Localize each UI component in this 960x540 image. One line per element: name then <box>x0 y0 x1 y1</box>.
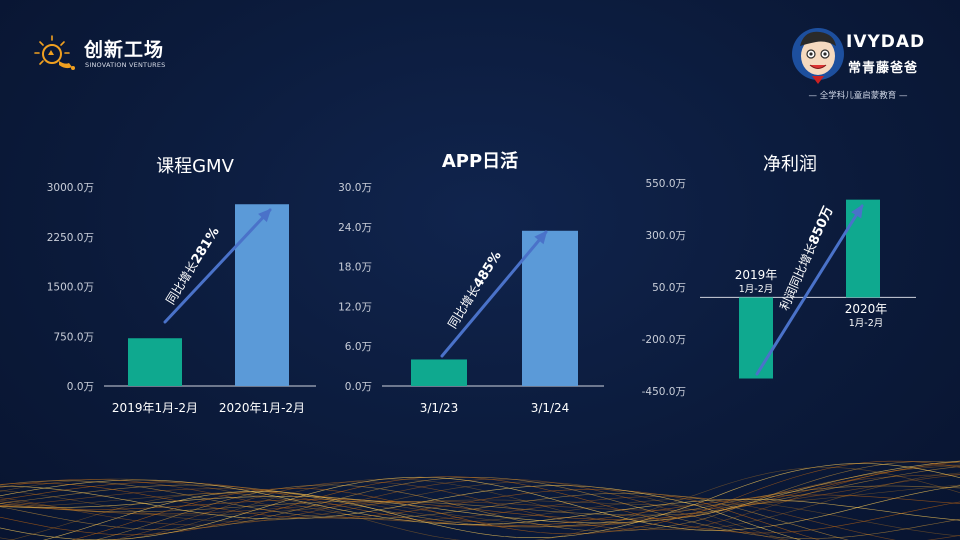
brand-name-en: IVYDAD <box>846 32 926 52</box>
bar-1 <box>411 359 467 386</box>
wave-line <box>0 474 960 515</box>
wave-line <box>0 482 821 540</box>
brand-tagline: — 全学科儿童启蒙教育 — <box>808 91 908 101</box>
x-category-label: 2020年1月-2月 <box>219 401 305 415</box>
chart-1-title: 课程GMV <box>156 156 234 177</box>
y-tick-label: 30.0万 <box>338 182 372 194</box>
y-tick-label: 6.0万 <box>345 341 372 353</box>
x-category-label: 1月-2月 <box>739 284 774 295</box>
wave-line <box>9 467 960 540</box>
wave-line <box>94 461 960 540</box>
growth-arrow-head <box>258 208 272 223</box>
growth-annotation: 同比增长281% <box>163 225 222 308</box>
growth-annotation-text: 同比增长 <box>445 283 482 331</box>
y-tick-label: 750.0万 <box>53 331 94 343</box>
x-category-label: 2019年1月-2月 <box>112 401 198 415</box>
y-tick-label: 50.0万 <box>652 282 686 294</box>
y-tick-label: 0.0万 <box>345 381 372 393</box>
chart-1: 0.0万 750.0万 1500.0万 2250.0万 3000.0万 2019年1月-2… <box>47 182 316 415</box>
x-category-label: 3/1/24 <box>531 401 570 415</box>
wave-line <box>0 484 960 528</box>
chart-2-title: APP日活 <box>441 151 519 172</box>
wave-line <box>0 465 960 526</box>
chart-3-title: 净利润 <box>763 154 817 175</box>
y-tick-label: 550.0万 <box>645 178 686 190</box>
y-tick-label: -200.0万 <box>642 334 686 346</box>
x-category-label: 3/1/23 <box>420 401 459 415</box>
wave-line <box>0 474 960 528</box>
y-tick-label: -450.0万 <box>642 386 686 398</box>
y-tick-label: 2250.0万 <box>47 232 94 244</box>
growth-annotation-value: 850万 <box>806 204 836 247</box>
wave-line <box>0 481 790 540</box>
y-tick-label: 1500.0万 <box>47 282 94 294</box>
wave-line <box>111 464 960 540</box>
growth-arrow-head <box>851 204 864 219</box>
y-tick-label: 0.0万 <box>67 381 94 393</box>
growth-annotation-text: 同比增长 <box>163 259 200 307</box>
wave-line <box>0 480 849 540</box>
wave-line <box>0 479 960 525</box>
growth-annotation-value: 485% <box>471 249 505 291</box>
mascot-icon <box>792 28 844 84</box>
growth-annotation-value: 281% <box>189 225 223 267</box>
wave-line <box>0 461 960 520</box>
growth-arrow-head <box>534 230 548 245</box>
ivydad-logo: IVYDAD 常青藤爸爸 — 全学科儿童启蒙教育 — <box>788 24 928 104</box>
wave-line <box>0 478 960 537</box>
brand-name: 创新工场 <box>84 39 165 61</box>
lightbulb-logo-icon <box>34 35 75 70</box>
wave-line <box>0 481 960 527</box>
x-category-label: 1月-2月 <box>849 318 884 329</box>
growth-annotation-text: 利润同比增长 <box>777 241 819 312</box>
wave-line <box>0 478 960 540</box>
bar-1 <box>739 297 773 379</box>
bar-2 <box>846 199 880 298</box>
y-tick-label: 3000.0万 <box>47 182 94 194</box>
y-tick-label: 12.0万 <box>338 301 372 313</box>
y-tick-label: 18.0万 <box>338 262 372 274</box>
growth-arrow-line <box>440 230 548 358</box>
sinovation-logo: 创新工场 SINOVATION VENTURES <box>32 34 182 74</box>
y-tick-label: 24.0万 <box>338 222 372 234</box>
wave-line <box>0 479 896 540</box>
wave-line <box>0 476 960 540</box>
chart-2: 0.0万 6.0万 12.0万 18.0万 24.0万 30.0万 3/1/23 3/1/24… <box>338 182 604 415</box>
growth-arrow-line <box>163 208 272 324</box>
wave-line <box>0 477 960 539</box>
bar-1 <box>128 338 182 386</box>
brand-subtitle: SINOVATION VENTURES <box>85 61 166 69</box>
y-tick-label: 300.0万 <box>645 230 686 242</box>
wave-line <box>0 460 960 524</box>
brand-name-cn: 常青藤爸爸 <box>848 61 919 76</box>
chart-3: -450.0万 -200.0万 50.0万 300.0万 550.0万 2019年 1月-2… <box>642 178 916 398</box>
wave-line <box>0 476 960 536</box>
wave-line <box>71 460 960 540</box>
growth-arrow-line <box>755 204 864 376</box>
wave-line <box>42 463 960 540</box>
bar-2 <box>235 204 289 386</box>
x-category-label: 2020年 <box>845 302 888 316</box>
bar-2 <box>522 230 578 386</box>
x-category-label: 2019年 <box>735 268 778 282</box>
wave-line <box>0 472 960 540</box>
